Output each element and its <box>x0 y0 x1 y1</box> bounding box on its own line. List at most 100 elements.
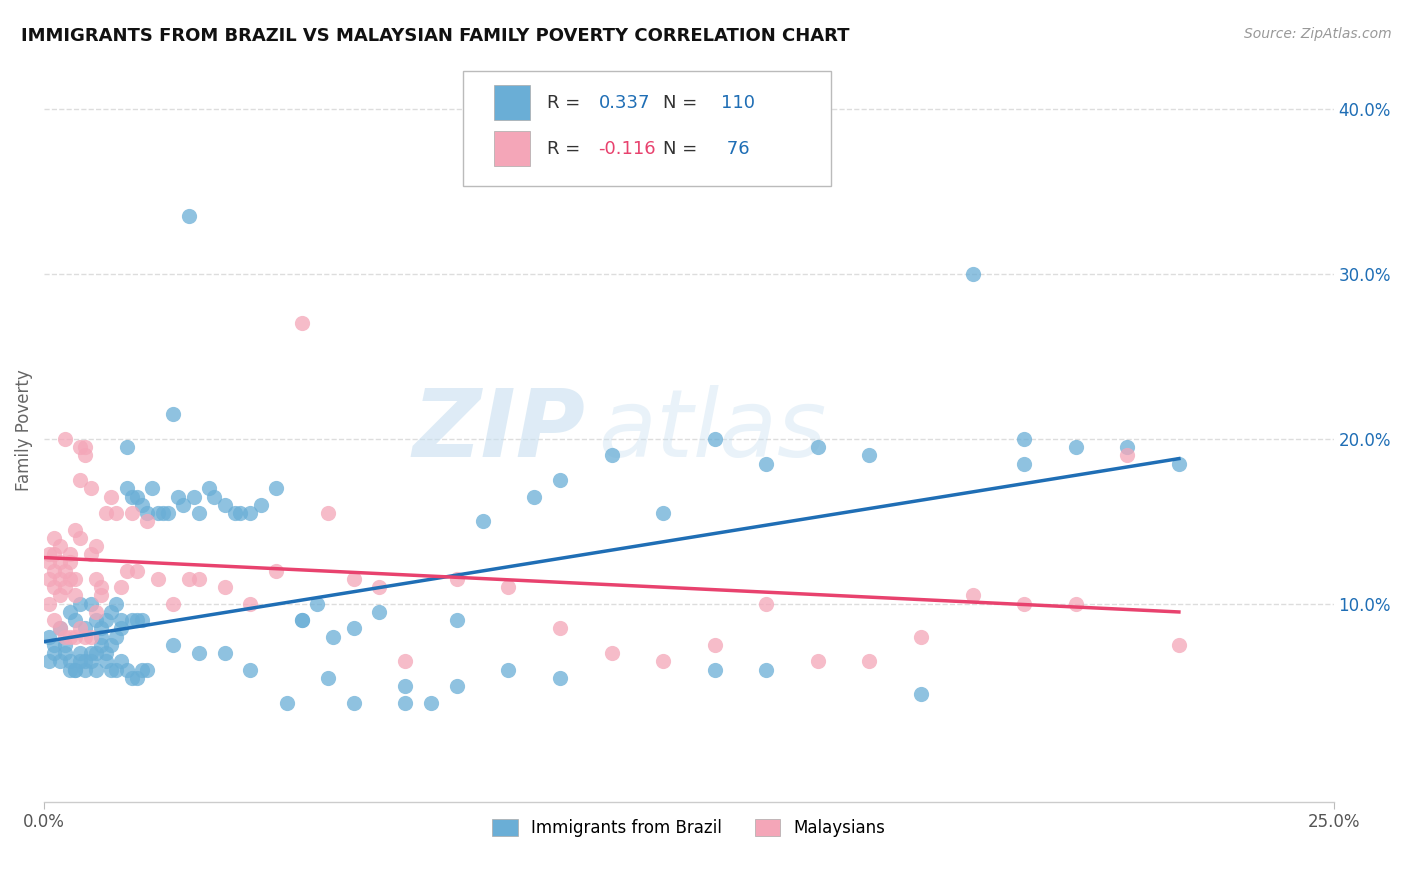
Point <box>110 580 132 594</box>
Point <box>394 655 416 669</box>
Point <box>53 638 76 652</box>
Text: 76: 76 <box>721 140 749 158</box>
Point <box>1012 432 1035 446</box>
Point <box>94 655 117 669</box>
Point <box>53 646 76 660</box>
Point <box>652 506 675 520</box>
Point <box>110 655 132 669</box>
Point <box>910 687 932 701</box>
Point <box>1116 448 1139 462</box>
Point <box>264 564 287 578</box>
Point <box>48 572 70 586</box>
Point <box>394 679 416 693</box>
Point <box>38 630 60 644</box>
Point <box>187 646 209 660</box>
Point <box>276 696 298 710</box>
Point <box>307 597 329 611</box>
Point <box>75 630 97 644</box>
Point <box>48 589 70 603</box>
Point <box>44 613 66 627</box>
Point <box>136 514 159 528</box>
Point <box>94 506 117 520</box>
Point <box>38 547 60 561</box>
Point <box>115 564 138 578</box>
Point <box>115 481 138 495</box>
Point <box>84 539 107 553</box>
Point <box>100 490 122 504</box>
Point <box>1167 457 1189 471</box>
Point <box>63 589 86 603</box>
Point <box>703 638 725 652</box>
Point <box>69 646 91 660</box>
Point <box>446 613 468 627</box>
Point <box>239 506 262 520</box>
Point <box>177 572 200 586</box>
Point <box>1167 638 1189 652</box>
Point <box>44 638 66 652</box>
Point <box>446 679 468 693</box>
Point <box>59 547 82 561</box>
Point <box>136 506 159 520</box>
Point <box>79 655 101 669</box>
Point <box>600 448 623 462</box>
Point <box>162 407 184 421</box>
Point <box>498 663 520 677</box>
Point <box>84 646 107 660</box>
Point <box>90 638 112 652</box>
Text: ZIP: ZIP <box>413 384 586 476</box>
Point <box>858 448 880 462</box>
Point <box>38 597 60 611</box>
Point <box>858 655 880 669</box>
Text: -0.116: -0.116 <box>599 140 657 158</box>
Point <box>291 613 314 627</box>
Point <box>1012 597 1035 611</box>
Point <box>79 481 101 495</box>
Point <box>79 646 101 660</box>
Point <box>420 696 443 710</box>
Point <box>53 630 76 644</box>
Point <box>75 440 97 454</box>
Point <box>755 457 778 471</box>
FancyBboxPatch shape <box>463 70 831 186</box>
Point <box>224 506 246 520</box>
Text: 0.337: 0.337 <box>599 94 650 112</box>
Point <box>105 663 128 677</box>
Point <box>167 490 190 504</box>
Point <box>342 696 364 710</box>
Point <box>523 490 546 504</box>
Point <box>94 646 117 660</box>
Point <box>38 572 60 586</box>
Point <box>48 655 70 669</box>
Point <box>105 506 128 520</box>
Point <box>75 655 97 669</box>
Point <box>652 655 675 669</box>
Point <box>136 663 159 677</box>
Point <box>125 490 148 504</box>
Point <box>48 622 70 636</box>
Point <box>156 506 179 520</box>
Point <box>69 531 91 545</box>
Point <box>548 671 571 685</box>
Point <box>100 663 122 677</box>
Point <box>94 613 117 627</box>
Point <box>368 605 391 619</box>
Point <box>368 580 391 594</box>
Point <box>63 663 86 677</box>
Point <box>84 605 107 619</box>
Point <box>131 613 153 627</box>
Point <box>59 556 82 570</box>
Point <box>1012 457 1035 471</box>
Point <box>69 622 91 636</box>
Point <box>110 622 132 636</box>
Point <box>79 547 101 561</box>
Point <box>322 630 344 644</box>
Point <box>90 622 112 636</box>
Point <box>69 473 91 487</box>
Text: R =: R = <box>547 94 586 112</box>
Point <box>239 597 262 611</box>
Point <box>202 490 225 504</box>
Point <box>48 539 70 553</box>
Point <box>75 663 97 677</box>
Point <box>90 589 112 603</box>
Point <box>38 655 60 669</box>
